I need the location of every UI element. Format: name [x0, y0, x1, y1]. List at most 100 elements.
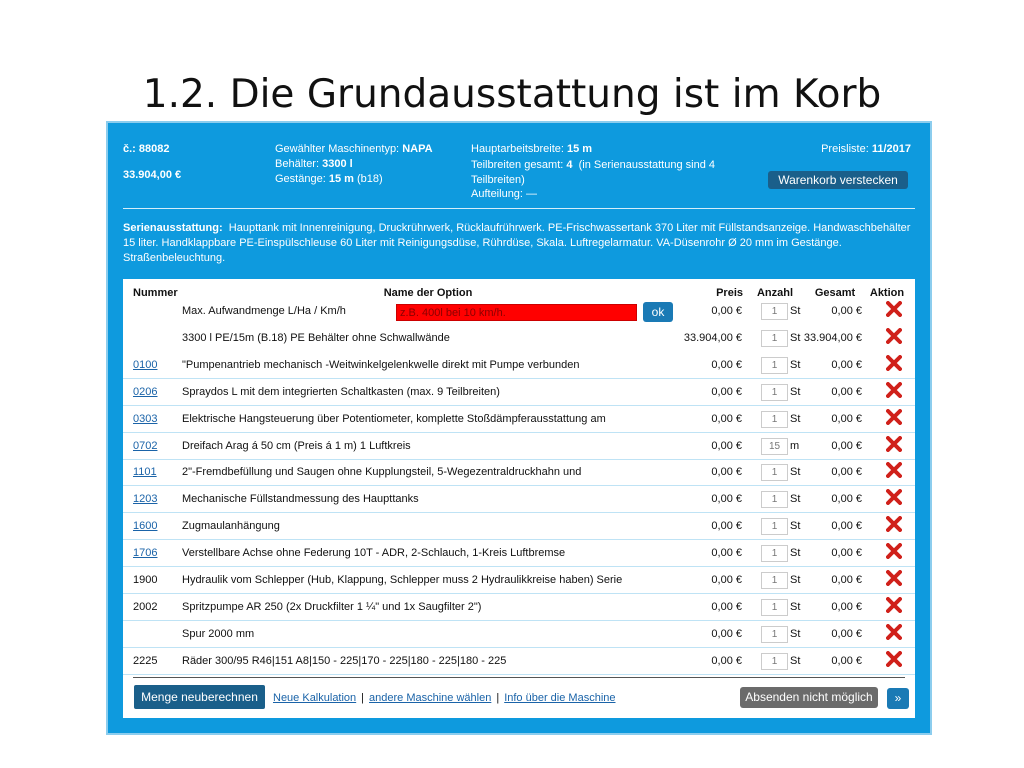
qty-input[interactable]: 1	[761, 652, 788, 670]
unit: St	[790, 412, 801, 425]
total: 33.904,00 €	[803, 331, 862, 344]
option-name: Verstellbare Achse ohne Federung 10T - A…	[182, 547, 566, 560]
submit-button[interactable]: Absenden nicht möglich	[740, 687, 878, 708]
price: 0,00 €	[711, 412, 742, 425]
delete-icon[interactable]	[886, 301, 902, 317]
row-divider	[123, 458, 915, 460]
option-number-link[interactable]: 1101	[133, 466, 157, 479]
total: 0,00 €	[831, 574, 862, 586]
delete-icon[interactable]	[886, 516, 902, 533]
col-action: Aktion	[869, 287, 905, 299]
value: 3300 l	[322, 158, 353, 170]
delete-icon[interactable]	[886, 596, 902, 613]
delete-x	[886, 489, 902, 506]
option-number-link[interactable]: 1600	[133, 520, 158, 533]
delete-x	[886, 462, 902, 479]
rate-input[interactable]: z.B. 400l bei 10 km/h.	[396, 304, 637, 321]
row-divider	[123, 512, 915, 514]
footer-link[interactable]: andere Maschine wählen	[369, 692, 492, 704]
delete-icon[interactable]	[886, 354, 902, 371]
delete-icon[interactable]	[886, 489, 902, 506]
unit: St	[790, 600, 801, 613]
footer-link[interactable]: Info über die Maschine	[504, 692, 616, 704]
row-divider	[123, 431, 915, 433]
text: Haupttank mit Innenreinigung, Druckrührw…	[123, 222, 911, 264]
next-button[interactable]: »	[887, 688, 909, 709]
delete-icon[interactable]	[886, 327, 902, 344]
order-price: 33.904,00 €	[123, 169, 182, 181]
delete-x	[886, 650, 902, 667]
delete-icon[interactable]	[886, 543, 902, 560]
pricelist: Preisliste: 11/2017	[821, 143, 911, 155]
option-number-link[interactable]: 0206	[133, 385, 158, 398]
row-divider	[123, 593, 915, 594]
price: 0,00 €	[711, 627, 742, 640]
unit: St	[790, 654, 801, 667]
delete-icon[interactable]	[886, 435, 902, 452]
total: 0,00 €	[831, 493, 862, 506]
qty-input[interactable]: 1	[761, 598, 788, 616]
total: 0,00 €	[831, 600, 862, 613]
price: 0,00 €	[711, 358, 742, 371]
row-divider	[123, 566, 915, 568]
recalc-button[interactable]: Menge neuberechnen	[134, 685, 265, 709]
standard-equipment: Serienausstattung: Haupttank mit Innenre…	[123, 221, 918, 266]
qty-input[interactable]: 1	[761, 518, 788, 536]
option-number-link[interactable]: 0303	[133, 412, 158, 425]
qty-input[interactable]: 1	[761, 356, 788, 374]
qty-input[interactable]: 1	[761, 383, 788, 401]
delete-x	[886, 596, 902, 613]
option-number-link[interactable]: 1203	[133, 493, 158, 506]
label: Hauptarbeitsbreite:	[471, 143, 564, 155]
qty-input[interactable]: 1	[761, 303, 788, 320]
delete-x	[886, 301, 902, 317]
qty-input[interactable]: 15	[761, 437, 788, 455]
delete-icon[interactable]	[886, 462, 902, 479]
price: 0,00 €	[711, 654, 742, 667]
unit: St	[790, 627, 801, 640]
value: 15 m	[567, 143, 593, 155]
qty-input[interactable]: 1	[761, 625, 788, 643]
footer-link[interactable]: Neue Kalkulation	[273, 692, 357, 704]
note: (b18)	[356, 173, 383, 185]
boom: Gestänge: 15 m (b18)	[275, 173, 383, 185]
delete-icon[interactable]	[886, 650, 902, 667]
qty-input[interactable]: 1	[761, 545, 788, 563]
delete-icon[interactable]	[886, 570, 902, 586]
note: (in Serienausstattung sind 4 Teilbreiten…	[471, 159, 716, 186]
option-name: Hydraulik vom Schlepper (Hub, Klappung, …	[182, 574, 623, 586]
option-number-link[interactable]: 0702	[133, 439, 158, 452]
price: 33.904,00 €	[683, 331, 742, 344]
option-name: 2"-Fremdbefüllung und Saugen ohne Kupplu…	[182, 466, 582, 479]
delete-x	[886, 570, 902, 586]
delete-icon[interactable]	[886, 623, 902, 640]
price: 0,00 €	[711, 600, 742, 613]
total: 0,00 €	[831, 358, 862, 371]
delete-icon[interactable]	[886, 381, 902, 398]
qty-input[interactable]: 1	[761, 491, 788, 509]
qty-input[interactable]: 1	[761, 572, 788, 589]
hide-cart-button[interactable]: Warenkorb verstecken	[768, 171, 908, 189]
label: Preisliste:	[821, 143, 869, 155]
price: 0,00 €	[711, 439, 742, 452]
label: Behälter:	[275, 158, 320, 170]
delete-x	[886, 516, 902, 533]
delete-x	[886, 435, 902, 452]
option-number-link[interactable]: 0100	[133, 358, 158, 371]
ok-button[interactable]: ok	[643, 302, 673, 322]
delete-icon[interactable]	[886, 408, 902, 425]
qty-input[interactable]: 1	[761, 329, 788, 347]
qty-input[interactable]: 1	[761, 410, 788, 428]
total: 0,00 €	[831, 654, 862, 667]
unit: St	[790, 493, 801, 506]
options-table: Nummer Name der Option Preis Anzahl Gesamt Ak…	[123, 279, 915, 718]
value: 15 m	[328, 173, 354, 185]
delete-x	[886, 381, 902, 398]
qty-input[interactable]: 1	[761, 464, 788, 482]
row-divider	[123, 673, 915, 675]
option-name: Dreifach Arag á 50 cm (Preis á 1 m) 1 Lu…	[182, 439, 411, 452]
option-number-link[interactable]: 1706	[133, 547, 158, 560]
row-divider	[123, 485, 915, 487]
price: 0,00 €	[711, 305, 742, 317]
